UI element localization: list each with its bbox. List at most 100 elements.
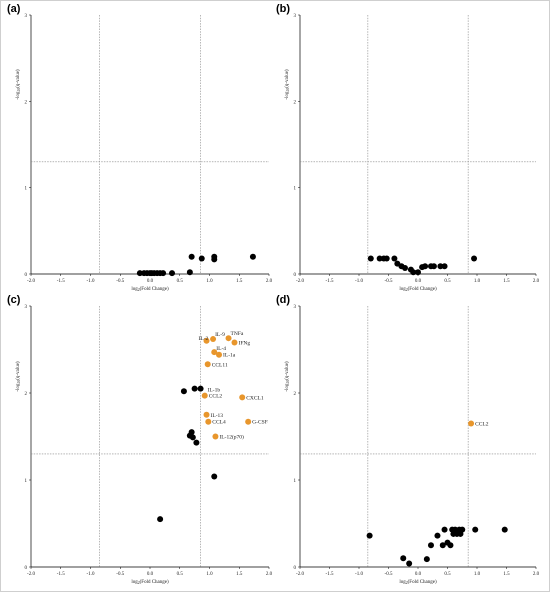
data-point — [422, 263, 429, 270]
x-tick-label: 1.5 — [503, 279, 510, 284]
y-tick-label: 0 — [25, 273, 28, 278]
x-tick-label: 0.0 — [147, 572, 154, 577]
x-axis-title: log2(Fold Change) — [131, 580, 169, 585]
x-tick-label: 0.5 — [444, 279, 451, 284]
significant-point — [245, 418, 252, 425]
data-point — [410, 269, 417, 276]
data-point — [367, 255, 374, 262]
x-tick-label: 2.0 — [266, 279, 273, 284]
x-tick-label: -1.5 — [57, 572, 65, 577]
point-label: IL-4 — [216, 346, 226, 352]
x-tick-label: -0.5 — [385, 572, 393, 577]
y-axis-title: -log10(q-value) — [16, 69, 21, 100]
x-tick-label: -1.0 — [355, 572, 363, 577]
x-tick-label: -1.5 — [326, 279, 334, 284]
data-point — [471, 255, 478, 262]
point-label: CXCL1 — [246, 395, 264, 401]
significant-point — [204, 361, 211, 368]
significant-point — [203, 411, 210, 418]
point-label: IL-2 — [199, 336, 209, 342]
data-point — [437, 263, 444, 270]
data-point — [427, 542, 434, 549]
x-tick-label: 0.0 — [415, 572, 422, 577]
data-point — [249, 253, 256, 260]
x-tick-label: -1.5 — [57, 279, 65, 284]
point-label: IL-13 — [211, 413, 224, 419]
x-tick-label: 0.0 — [415, 279, 422, 284]
point-label: IL-1b — [208, 388, 221, 394]
x-tick-label: 1.5 — [236, 279, 243, 284]
x-tick-label: -1.0 — [87, 572, 95, 577]
point-label: IL-9 — [215, 332, 225, 338]
significant-point — [212, 433, 219, 440]
significant-point — [225, 335, 232, 342]
point-label: CCL2 — [475, 421, 489, 427]
point-label: CCL2 — [209, 394, 223, 400]
x-axis-title: log2(Fold Change) — [399, 287, 437, 292]
x-tick-label: -0.5 — [116, 572, 124, 577]
y-tick-label: 2 — [294, 100, 297, 105]
panel-d: (d) -2.0 -1.5 -1.0 -0.5 0.0 0.5 1.0 1.5 2.0 0 1 2 3 lo… — [276, 294, 540, 585]
data-point — [376, 255, 383, 262]
y-tick-label: 0 — [294, 566, 297, 571]
x-tick-label: 1.0 — [206, 279, 213, 284]
y-tick-label: 2 — [25, 392, 28, 397]
data-point — [136, 270, 143, 277]
data-point — [186, 269, 193, 276]
data-point — [434, 532, 441, 539]
y-tick-label: 3 — [294, 14, 297, 19]
data-point — [366, 532, 373, 539]
point-label: IL-12(p70) — [219, 434, 244, 441]
x-tick-label: 1.0 — [206, 572, 213, 577]
panel-label: (b) — [276, 3, 290, 15]
data-point — [423, 556, 430, 563]
data-point — [406, 560, 413, 567]
y-tick-label: 0 — [294, 273, 297, 278]
significant-point — [239, 394, 246, 401]
y-tick-label: 2 — [25, 100, 28, 105]
data-point — [189, 434, 196, 441]
data-point — [430, 263, 437, 270]
x-tick-label: 0.5 — [177, 572, 184, 577]
data-point — [211, 473, 218, 480]
y-tick-label: 1 — [294, 479, 297, 484]
x-tick-label: 2.0 — [533, 572, 540, 577]
x-tick-label: -0.5 — [385, 279, 393, 284]
x-tick-label: -2.0 — [296, 572, 304, 577]
x-tick-label: 1.0 — [474, 572, 481, 577]
x-tick-label: -1.5 — [326, 572, 334, 577]
panel-c: (c) -2.0 -1.5 -1.0 -0.5 0.0 0.5 1.0 1.5 2.0 0 1 2 3 lo… — [7, 294, 273, 585]
panel-label: (d) — [276, 294, 290, 306]
x-tick-label: 2.0 — [266, 572, 273, 577]
data-point — [197, 385, 204, 392]
y-tick-label: 3 — [294, 305, 297, 310]
data-point — [383, 255, 390, 262]
data-point — [441, 263, 448, 270]
data-point — [439, 542, 446, 549]
significant-point — [205, 418, 212, 425]
x-tick-label: -2.0 — [27, 572, 35, 577]
y-tick-label: 3 — [25, 305, 28, 310]
x-tick-label: 1.5 — [236, 572, 243, 577]
point-label: TNFa — [231, 331, 244, 337]
x-tick-label: 2.0 — [533, 279, 540, 284]
data-point — [441, 526, 448, 533]
y-tick-label: 3 — [25, 14, 28, 19]
x-tick-label: -2.0 — [296, 279, 304, 284]
x-tick-label: -0.5 — [116, 279, 124, 284]
y-tick-label: 1 — [25, 187, 28, 192]
significant-point — [210, 336, 217, 343]
point-label: CCL4 — [212, 420, 226, 426]
y-tick-label: 1 — [294, 187, 297, 192]
data-point — [211, 256, 218, 263]
x-axis-title: log2(Fold Change) — [131, 287, 169, 292]
significant-point — [201, 392, 208, 399]
x-tick-label: 0.5 — [177, 279, 184, 284]
panel-a: (a) -2.0 -1.5 -1.0 -0.5 0.0 0.5 1.0 1.5 2.0 0 1 2 3 lo… — [7, 3, 273, 292]
x-tick-label: -2.0 — [27, 279, 35, 284]
x-axis-title: log2(Fold Change) — [399, 580, 437, 585]
data-point — [180, 388, 187, 395]
x-tick-label: 1.5 — [503, 572, 510, 577]
